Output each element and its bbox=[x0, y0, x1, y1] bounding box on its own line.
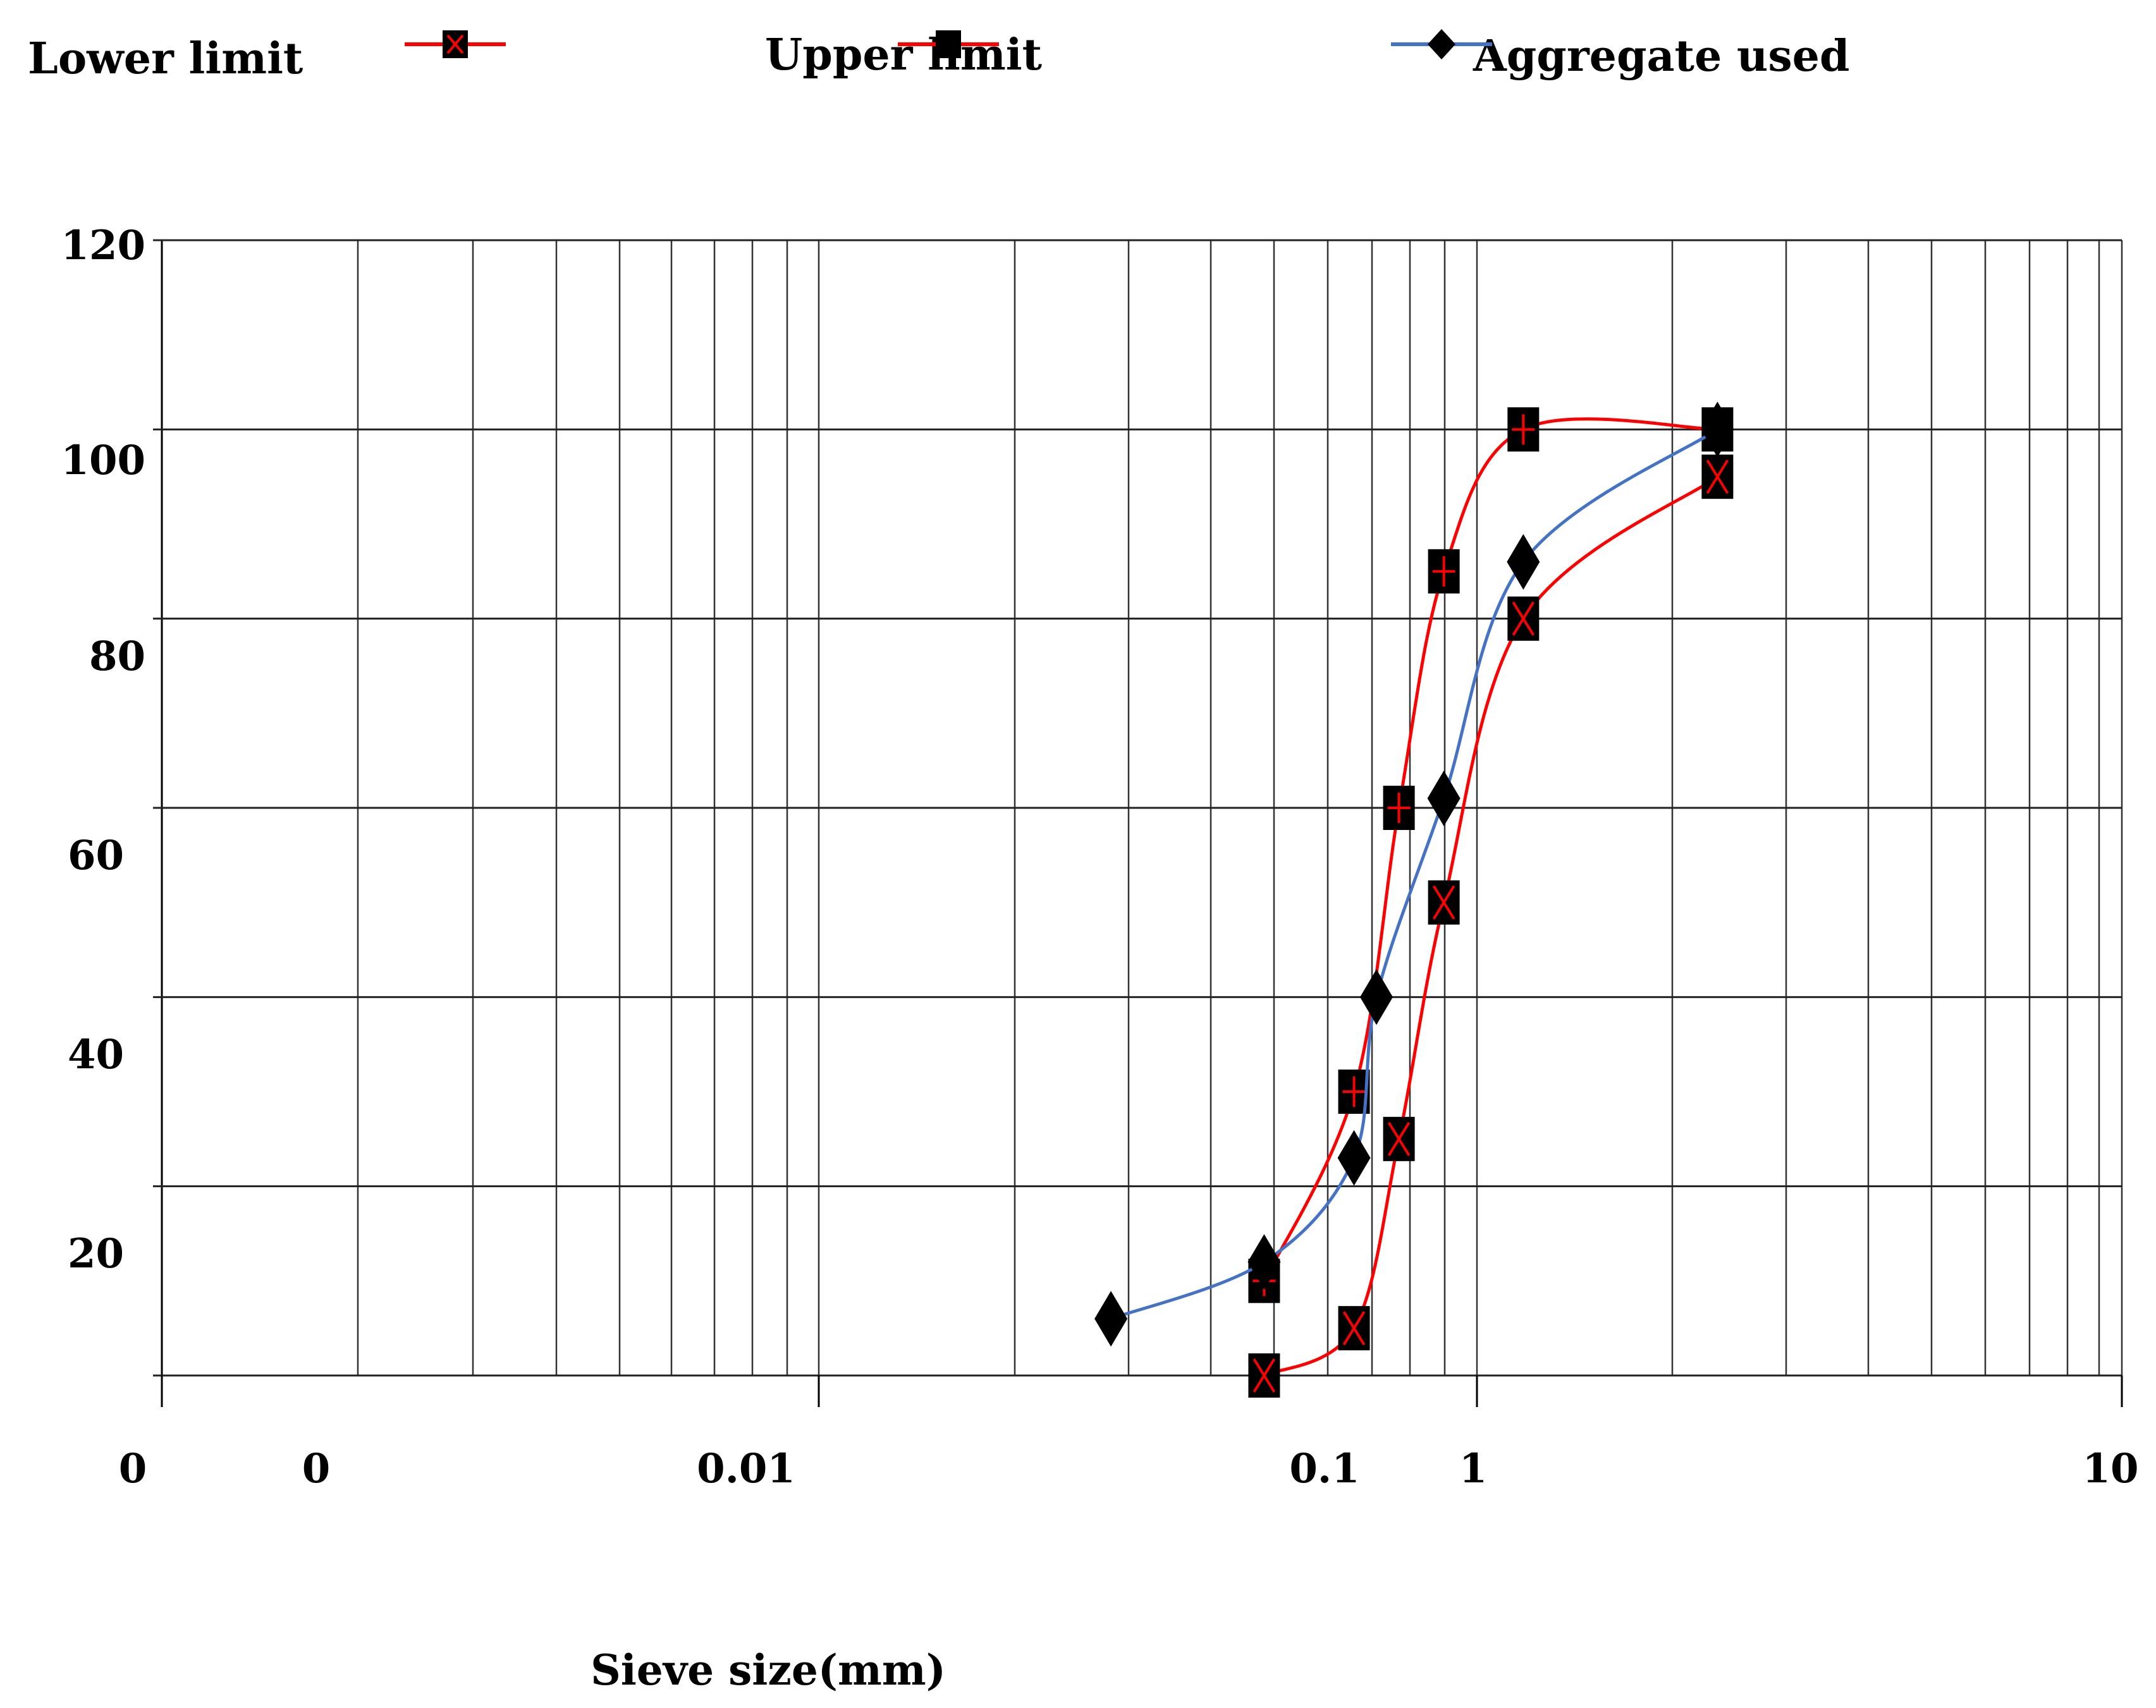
data-point-diamond bbox=[1337, 1130, 1371, 1186]
series-line bbox=[1263, 475, 1718, 1377]
data-point-diamond bbox=[1427, 771, 1461, 827]
legend-label-aggregate-used: Aggregate used bbox=[1473, 31, 1849, 82]
x-tick-label: 0.1 bbox=[1289, 1445, 1359, 1492]
x-tick-label: 0 bbox=[302, 1445, 331, 1492]
series-lower-limit bbox=[1248, 454, 1734, 1398]
data-point-plus-mark bbox=[1387, 793, 1411, 823]
data-point-x-mark bbox=[1432, 885, 1455, 920]
x-tick-label: 0.01 bbox=[697, 1445, 795, 1492]
ticks: 120 100 80 60 40 20 0 0 0.01 0.1 1 10 bbox=[61, 222, 2138, 1492]
x-tick-label: 1 bbox=[1459, 1445, 1488, 1492]
data-point-x-mark bbox=[1512, 601, 1535, 636]
legend-marker-x bbox=[446, 34, 464, 54]
legend: Lower limit Upper limit Aggregate used bbox=[28, 29, 1849, 84]
series-line bbox=[1263, 417, 1718, 1282]
y-tick-label: 120 bbox=[61, 222, 145, 269]
x-axis-title: Sieve size(mm) bbox=[591, 1645, 946, 1695]
legend-marker-diamond bbox=[1428, 29, 1455, 59]
legend-label-upper-limit: Upper limit bbox=[765, 30, 1043, 80]
y-tick-label: 60 bbox=[68, 832, 124, 879]
series-aggregate-used bbox=[1094, 401, 1734, 1347]
data-point-x-mark bbox=[1387, 1121, 1411, 1156]
data-point-x-mark bbox=[1342, 1311, 1366, 1346]
data-point-x-mark bbox=[1706, 460, 1729, 494]
y-tick-label: 20 bbox=[68, 1230, 124, 1278]
data-point-diamond bbox=[1247, 1234, 1281, 1290]
data-point-x-mark bbox=[1253, 1358, 1276, 1393]
data-point-diamond bbox=[1094, 1291, 1128, 1347]
legend-label-lower-limit: Lower limit bbox=[28, 34, 303, 84]
data-point-plus-mark bbox=[1342, 1077, 1366, 1107]
grid bbox=[153, 239, 2123, 1377]
legend-marker-square bbox=[936, 30, 961, 58]
y-tick-label: 80 bbox=[89, 633, 145, 680]
y-tick-label: 40 bbox=[68, 1031, 124, 1078]
data-point-diamond bbox=[1360, 969, 1393, 1025]
series-upper-limit bbox=[1248, 407, 1734, 1303]
data-point-plus-mark bbox=[1512, 414, 1535, 445]
data-point-diamond bbox=[1507, 534, 1540, 590]
data-point-diamond bbox=[1701, 401, 1734, 458]
series bbox=[1094, 401, 1734, 1398]
x-tick-label: 0 bbox=[119, 1445, 147, 1492]
data-point-plus-mark bbox=[1432, 556, 1455, 587]
y-tick-label: 100 bbox=[61, 437, 145, 484]
x-tick-label: 10 bbox=[2082, 1445, 2138, 1492]
